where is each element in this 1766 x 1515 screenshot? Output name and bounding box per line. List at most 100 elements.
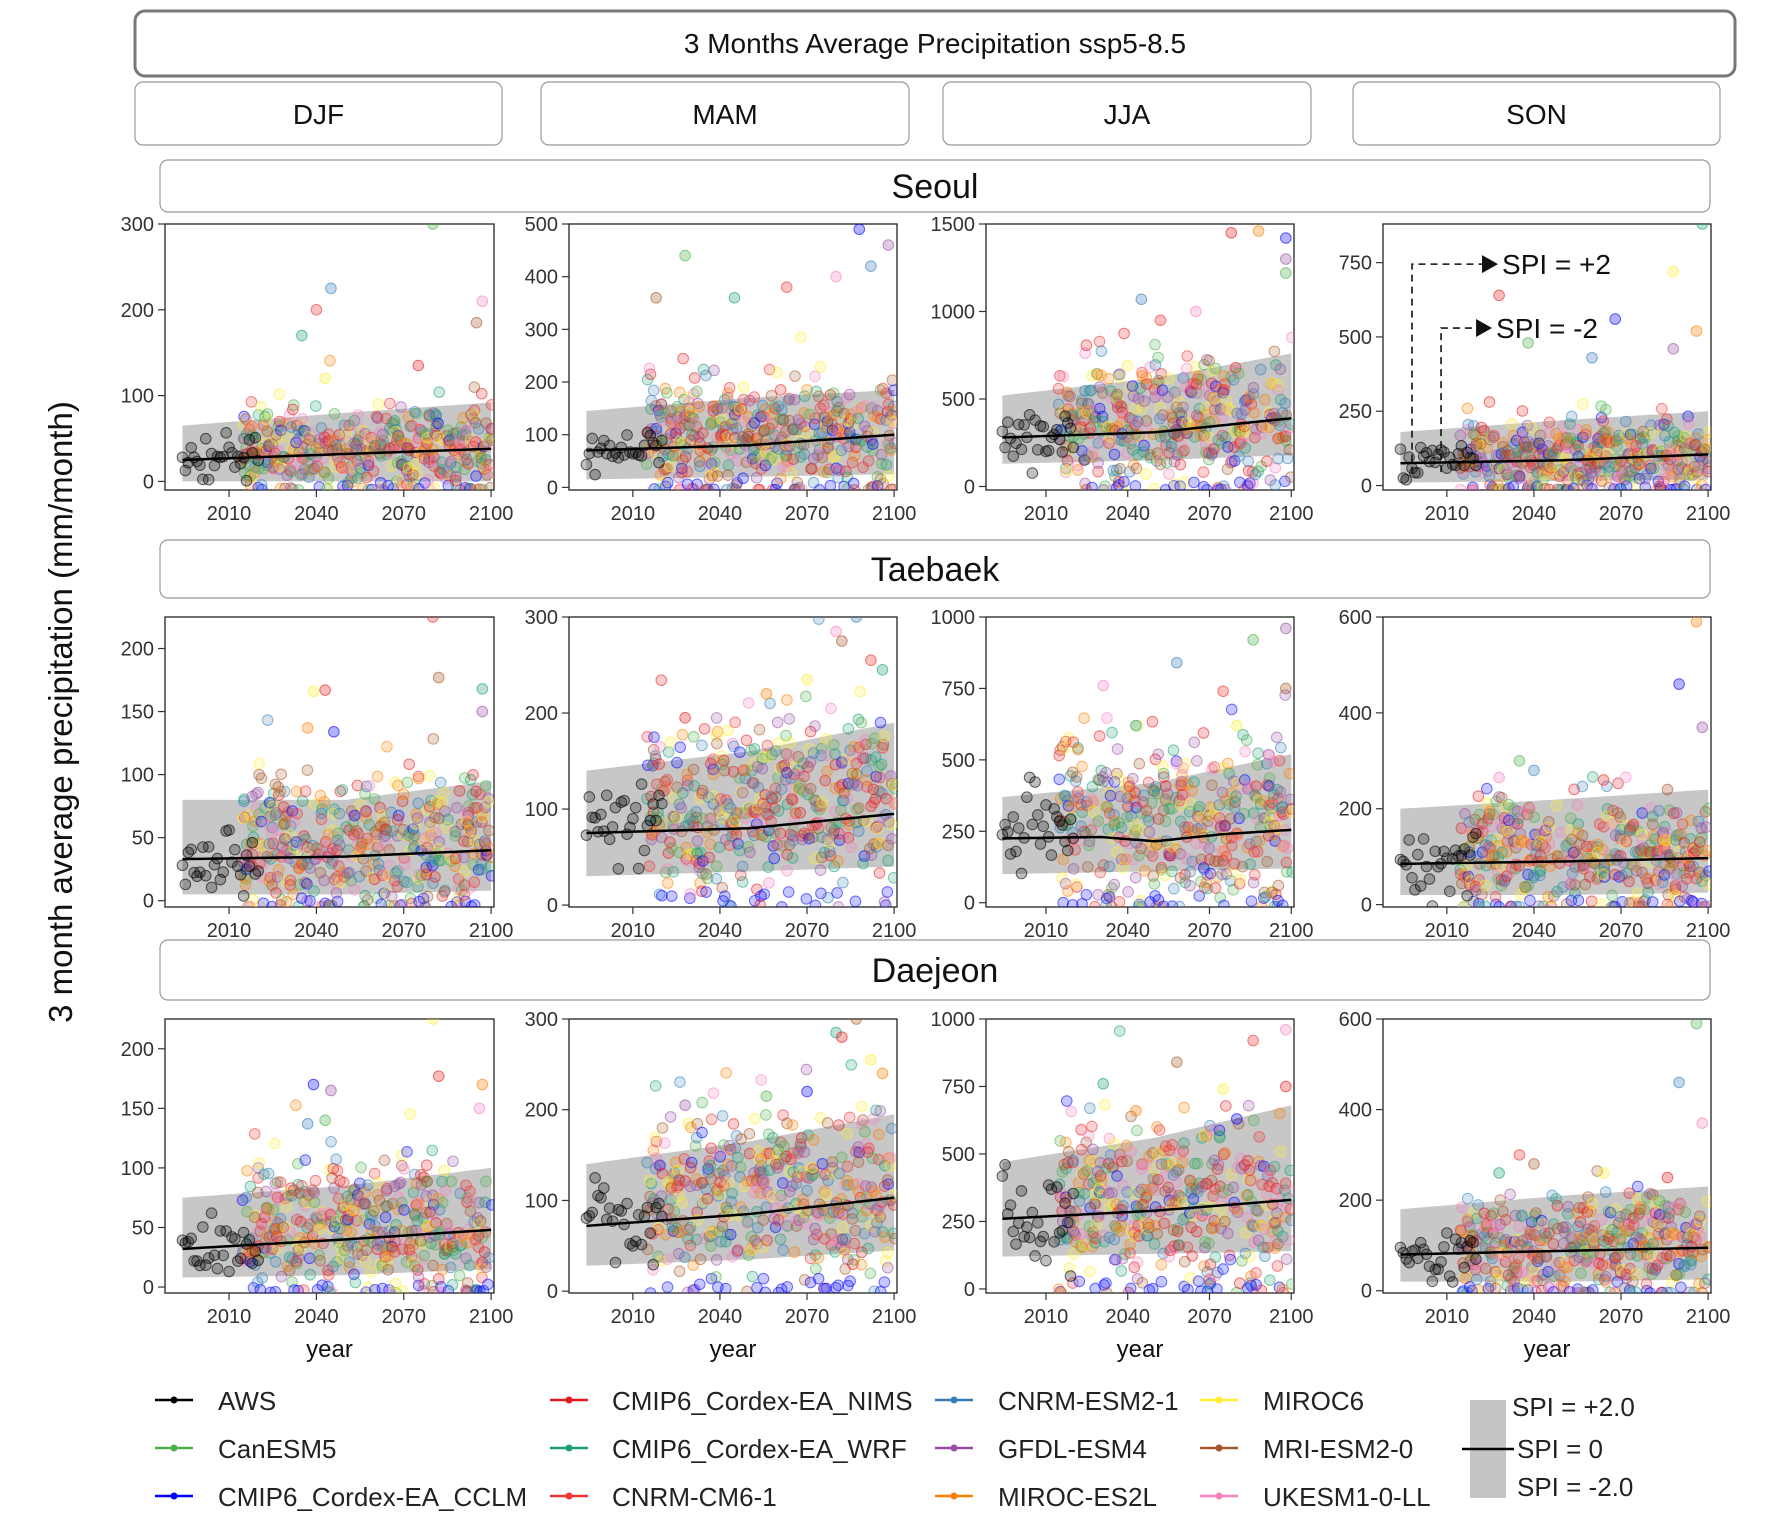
point-cnrm-esm2-1 [240, 1191, 252, 1204]
point-aws [635, 778, 648, 790]
point-canesm5 [1148, 878, 1161, 890]
point-miroc6 [253, 757, 265, 770]
point-cmip6_cordex-ea_wrf [887, 871, 897, 884]
point-canesm5 [1209, 362, 1222, 375]
point-cnrm-esm2-1 [262, 1167, 275, 1180]
point-canesm5 [708, 456, 721, 469]
point-cmip6_cordex-ea_wrf [1193, 800, 1206, 813]
point-outlier [876, 1067, 889, 1080]
point-cnrm-cm6-1 [1513, 469, 1526, 482]
point-miroc6 [389, 1277, 402, 1290]
point-ukesm1-0-ll [326, 1286, 338, 1293]
point-cnrm-esm2-1 [1269, 479, 1282, 490]
point-miroc-es2l [1481, 442, 1493, 454]
point-ukesm1-0-ll [859, 400, 871, 412]
point-canesm5 [328, 407, 341, 420]
point-canesm5 [429, 1238, 442, 1251]
point-aws [1018, 419, 1030, 431]
point-miroc6 [653, 1221, 665, 1234]
point-ukesm1-0-ll [888, 798, 897, 810]
point-cmip6_cordex-ea_nims [1197, 727, 1210, 739]
point-cnrm-cm6-1 [337, 1176, 350, 1189]
point-miroc6 [1632, 480, 1644, 490]
point-miroc-es2l [1095, 369, 1108, 382]
point-mri-esm2-0 [306, 1184, 319, 1196]
point-cnrm-cm6-1 [315, 813, 328, 826]
x-tick-label: 2100 [1686, 920, 1731, 942]
point-mri-esm2-0 [850, 768, 863, 781]
point-miroc-es2l [1614, 459, 1626, 472]
point-ukesm1-0-ll [1193, 387, 1206, 400]
point-outlier [1247, 634, 1259, 646]
point-cmip6_cordex-ea_wrf [1132, 449, 1144, 461]
point-cnrm-esm2-1 [801, 1184, 813, 1197]
point-gfdl-esm4 [396, 898, 408, 907]
point-gfdl-esm4 [348, 809, 360, 822]
point-cmip6_cordex-ea_cclm [288, 1284, 300, 1293]
point-cmip6_cordex-ea_cclm [772, 1286, 785, 1293]
point-gfdl-esm4 [708, 364, 720, 377]
x-tick-label: 2010 [1425, 920, 1470, 942]
point-cmip6_cordex-ea_cclm [1620, 480, 1633, 490]
x-tick-label: 2100 [1269, 503, 1314, 525]
point-aws [223, 1265, 235, 1278]
point-cnrm-cm6-1 [284, 874, 297, 887]
point-aws [656, 434, 668, 447]
point-mri-esm2-0 [484, 481, 494, 490]
point-cmip6_cordex-ea_wrf [463, 1259, 476, 1272]
point-aws [185, 1232, 198, 1245]
point-cmip6_cordex-ea_cclm [769, 1221, 782, 1234]
point-miroc6 [255, 401, 267, 413]
point-aws [199, 869, 212, 882]
point-cmip6_cordex-ea_cclm [755, 890, 767, 902]
point-cmip6_cordex-ea_cclm [1057, 896, 1070, 907]
point-cmip6_cordex-ea_cclm [299, 1154, 312, 1166]
y-tick-label: 750 [942, 678, 975, 700]
point-mri-esm2-0 [1543, 815, 1555, 828]
point-cnrm-esm2-1 [1261, 757, 1273, 770]
point-miroc-es2l [1258, 393, 1271, 406]
point-outlier [1280, 682, 1292, 695]
point-miroc6 [280, 1200, 293, 1213]
point-aws [240, 474, 253, 487]
point-outlier [307, 685, 320, 698]
point-miroc6 [854, 685, 867, 698]
point-gfdl-esm4 [450, 802, 463, 814]
point-miroc6 [340, 426, 353, 439]
point-gfdl-esm4 [736, 786, 749, 799]
point-cmip6_cordex-ea_cclm [644, 1287, 657, 1293]
point-aws [621, 1197, 633, 1210]
point-canesm5 [1487, 808, 1500, 821]
point-mri-esm2-0 [655, 398, 668, 411]
point-cnrm-esm2-1 [727, 740, 740, 753]
point-cmip6_cordex-ea_wrf [762, 861, 774, 873]
point-cmip6_cordex-ea_wrf [412, 881, 424, 893]
y-tick-label: 500 [942, 750, 975, 772]
point-cmip6_cordex-ea_wrf [1534, 865, 1547, 878]
point-gfdl-esm4 [744, 846, 756, 859]
point-cmip6_cordex-ea_wrf [479, 1196, 491, 1209]
point-cmip6_cordex-ea_wrf [1599, 426, 1612, 439]
point-cmip6_cordex-ea_cclm [1129, 480, 1142, 490]
point-cnrm-cm6-1 [460, 1179, 472, 1192]
point-aws [1067, 441, 1080, 454]
point-miroc6 [1196, 811, 1208, 824]
point-outlier [1493, 771, 1505, 784]
point-cmip6_cordex-ea_nims [754, 899, 766, 907]
point-cnrm-cm6-1 [1249, 868, 1261, 881]
point-gfdl-esm4 [485, 423, 494, 435]
point-aws [653, 456, 665, 469]
spi-zero-line [1002, 417, 1292, 439]
point-miroc-es2l [676, 728, 689, 741]
point-gfdl-esm4 [1700, 821, 1711, 833]
point-cmip6_cordex-ea_cclm [1188, 476, 1200, 489]
y-tick-label: 0 [143, 471, 154, 493]
point-ukesm1-0-ll [654, 741, 666, 753]
point-cmip6_cordex-ea_wrf [1115, 821, 1128, 834]
point-gfdl-esm4 [1670, 806, 1683, 819]
point-canesm5 [1149, 338, 1161, 351]
point-ukesm1-0-ll [1461, 424, 1474, 436]
